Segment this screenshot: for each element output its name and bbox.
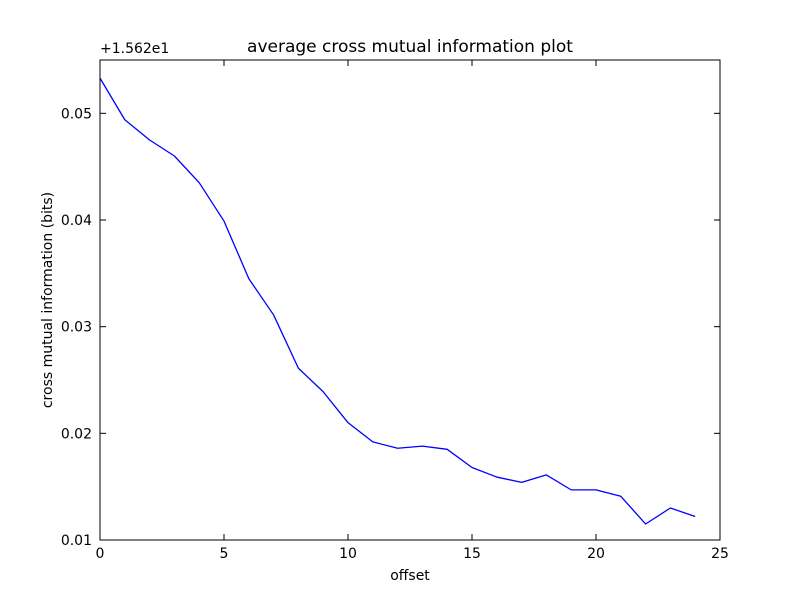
x-tick-label: 15 (463, 546, 481, 562)
y-tick-label: 0.04 (61, 213, 92, 229)
x-axis-label: offset (390, 568, 430, 584)
y-axis-label: cross mutual information (bits) (40, 192, 56, 408)
y-tick-label: 0.01 (61, 533, 92, 549)
series-line (99, 77, 696, 525)
y-axis-offset-label: +1.562e1 (100, 41, 169, 57)
plot-frame (99, 59, 721, 541)
x-tick-label: 5 (220, 546, 229, 562)
y-tick-label: 0.05 (61, 106, 92, 122)
y-tick-label: 0.02 (61, 426, 92, 442)
x-tick-label: 25 (711, 546, 729, 562)
chart-title: average cross mutual information plot (247, 37, 573, 57)
y-tick-label: 0.03 (61, 320, 92, 336)
axis-tick-labels: 0 5 10 15 20 25 0.01 0.02 0.03 0.04 0.05 (61, 106, 729, 562)
x-tick-label: 0 (96, 546, 105, 562)
series-layer (99, 77, 696, 525)
x-tick-label: 10 (339, 546, 357, 562)
x-tick-label: 20 (587, 546, 605, 562)
